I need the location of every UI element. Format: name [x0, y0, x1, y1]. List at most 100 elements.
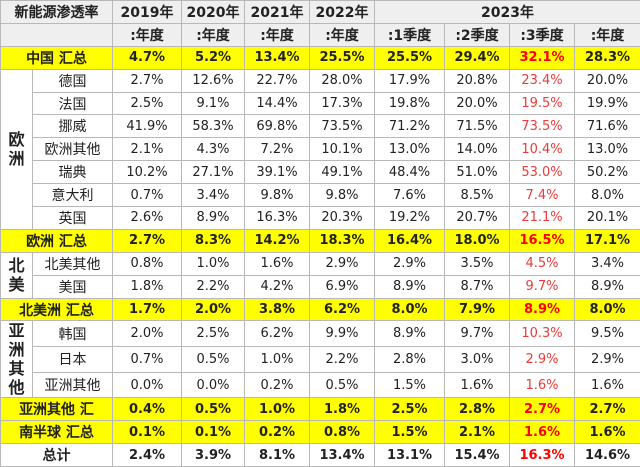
- value-cell: 9.5%: [575, 321, 640, 347]
- value-cell: 0.1%: [113, 421, 182, 444]
- row-label: 中国 汇总: [1, 46, 113, 69]
- value-cell: 10.1%: [310, 138, 375, 161]
- value-cell: 21.1%: [510, 207, 575, 230]
- value-cell: 8.7%: [445, 275, 510, 298]
- row-label: 美国: [33, 275, 113, 298]
- value-cell: 4.2%: [245, 275, 310, 298]
- value-cell: 41.9%: [113, 115, 182, 138]
- value-cell: 0.7%: [113, 184, 182, 207]
- value-cell: 3.4%: [182, 184, 245, 207]
- row-label: 德国: [33, 69, 113, 92]
- row-label: 南半球 汇总: [1, 421, 113, 444]
- value-cell: 4.3%: [182, 138, 245, 161]
- value-cell: 18.3%: [310, 229, 375, 252]
- value-cell: 3.0%: [445, 347, 510, 373]
- value-cell: 16.3%: [510, 444, 575, 467]
- value-cell: 13.0%: [575, 138, 640, 161]
- value-cell: 3.4%: [575, 252, 640, 275]
- sub-header: :1季度: [375, 23, 445, 46]
- value-cell: 6.2%: [310, 298, 375, 321]
- value-cell: 39.1%: [245, 161, 310, 184]
- value-cell: 20.0%: [575, 69, 640, 92]
- row-label: 欧洲其他: [33, 138, 113, 161]
- value-cell: 53.0%: [510, 161, 575, 184]
- value-cell: 1.0%: [245, 347, 310, 373]
- value-cell: 19.5%: [510, 92, 575, 115]
- value-cell: 28.0%: [310, 69, 375, 92]
- value-cell: 2.4%: [113, 444, 182, 467]
- value-cell: 0.5%: [182, 398, 245, 421]
- value-cell: 2.8%: [375, 347, 445, 373]
- value-cell: 51.0%: [445, 161, 510, 184]
- value-cell: 5.2%: [182, 46, 245, 69]
- value-cell: 25.5%: [375, 46, 445, 69]
- value-cell: 2.7%: [113, 69, 182, 92]
- value-cell: 8.9%: [510, 298, 575, 321]
- value-cell: 1.6%: [445, 372, 510, 398]
- blank-header: [1, 23, 113, 46]
- sub-header: :年度: [575, 23, 640, 46]
- value-cell: 20.7%: [445, 207, 510, 230]
- row-label: 北美洲 汇总: [1, 298, 113, 321]
- value-cell: 10.3%: [510, 321, 575, 347]
- row-label: 日本: [33, 347, 113, 373]
- value-cell: 0.4%: [113, 398, 182, 421]
- row-label: 挪威: [33, 115, 113, 138]
- value-cell: 3.5%: [445, 252, 510, 275]
- value-cell: 2.1%: [445, 421, 510, 444]
- value-cell: 23.4%: [510, 69, 575, 92]
- value-cell: 9.8%: [310, 184, 375, 207]
- value-cell: 1.0%: [245, 398, 310, 421]
- value-cell: 18.0%: [445, 229, 510, 252]
- value-cell: 25.5%: [310, 46, 375, 69]
- value-cell: 2.9%: [310, 252, 375, 275]
- value-cell: 2.6%: [113, 207, 182, 230]
- value-cell: 15.4%: [445, 444, 510, 467]
- year-header: 2019年: [113, 1, 182, 24]
- value-cell: 0.7%: [113, 347, 182, 373]
- value-cell: 9.7%: [445, 321, 510, 347]
- value-cell: 0.8%: [113, 252, 182, 275]
- value-cell: 3.9%: [182, 444, 245, 467]
- row-label: 亚洲其他 汇: [1, 398, 113, 421]
- value-cell: 9.7%: [510, 275, 575, 298]
- value-cell: 4.7%: [113, 46, 182, 69]
- row-label: 韩国: [33, 321, 113, 347]
- year-header: 2022年: [310, 1, 375, 24]
- value-cell: 2.9%: [575, 347, 640, 373]
- value-cell: 14.2%: [245, 229, 310, 252]
- row-label: 英国: [33, 207, 113, 230]
- value-cell: 13.1%: [375, 444, 445, 467]
- value-cell: 2.8%: [445, 398, 510, 421]
- value-cell: 2.9%: [375, 252, 445, 275]
- value-cell: 8.9%: [375, 321, 445, 347]
- table-title: 新能源渗透率: [1, 1, 113, 24]
- region-label: 北美: [1, 252, 33, 298]
- value-cell: 2.1%: [113, 138, 182, 161]
- value-cell: 7.6%: [375, 184, 445, 207]
- value-cell: 7.9%: [445, 298, 510, 321]
- value-cell: 7.4%: [510, 184, 575, 207]
- value-cell: 71.5%: [445, 115, 510, 138]
- region-label: 亚洲其他: [1, 321, 33, 398]
- value-cell: 20.8%: [445, 69, 510, 92]
- value-cell: 2.0%: [113, 321, 182, 347]
- row-label: 北美其他: [33, 252, 113, 275]
- value-cell: 50.2%: [575, 161, 640, 184]
- value-cell: 0.5%: [182, 347, 245, 373]
- value-cell: 8.1%: [245, 444, 310, 467]
- row-label: 法国: [33, 92, 113, 115]
- value-cell: 20.1%: [575, 207, 640, 230]
- value-cell: 1.6%: [245, 252, 310, 275]
